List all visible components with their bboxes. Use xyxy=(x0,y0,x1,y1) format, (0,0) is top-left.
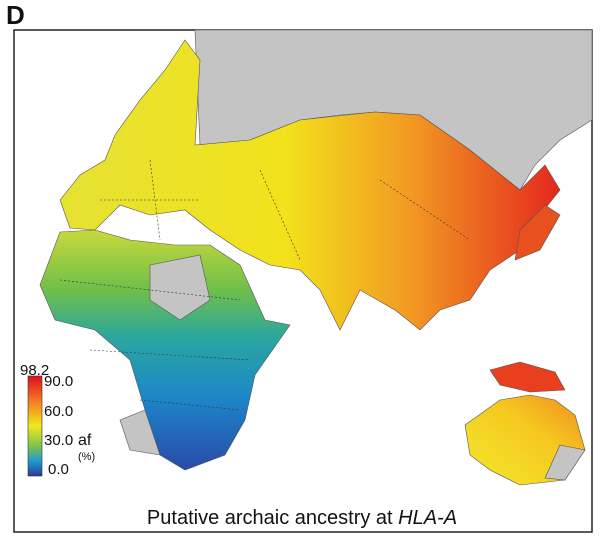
africa xyxy=(39,229,291,471)
new-guinea xyxy=(489,361,566,393)
no-data-region xyxy=(119,409,161,456)
legend-tick: 60.0 xyxy=(44,403,73,420)
color-bar xyxy=(27,375,43,477)
legend-tick: 90.0 xyxy=(44,373,73,390)
legend-unit: af xyxy=(78,432,92,449)
caption-gene: HLA-A xyxy=(398,507,457,529)
country-borders xyxy=(59,159,471,411)
panel-label: D xyxy=(6,0,25,30)
legend-max: 98.2 xyxy=(20,362,49,379)
caption-text: Putative archaic ancestry at xyxy=(147,507,398,529)
no-data-region xyxy=(544,444,586,481)
legend-tick: 0.0 xyxy=(48,461,69,478)
map xyxy=(39,29,593,486)
legend-unit-note: (%) xyxy=(78,451,95,463)
no-data-region xyxy=(149,254,211,321)
caption: Putative archaic ancestry at HLA-A xyxy=(147,507,457,529)
japan xyxy=(514,204,561,261)
legend-tick: 30.0 xyxy=(44,432,73,449)
